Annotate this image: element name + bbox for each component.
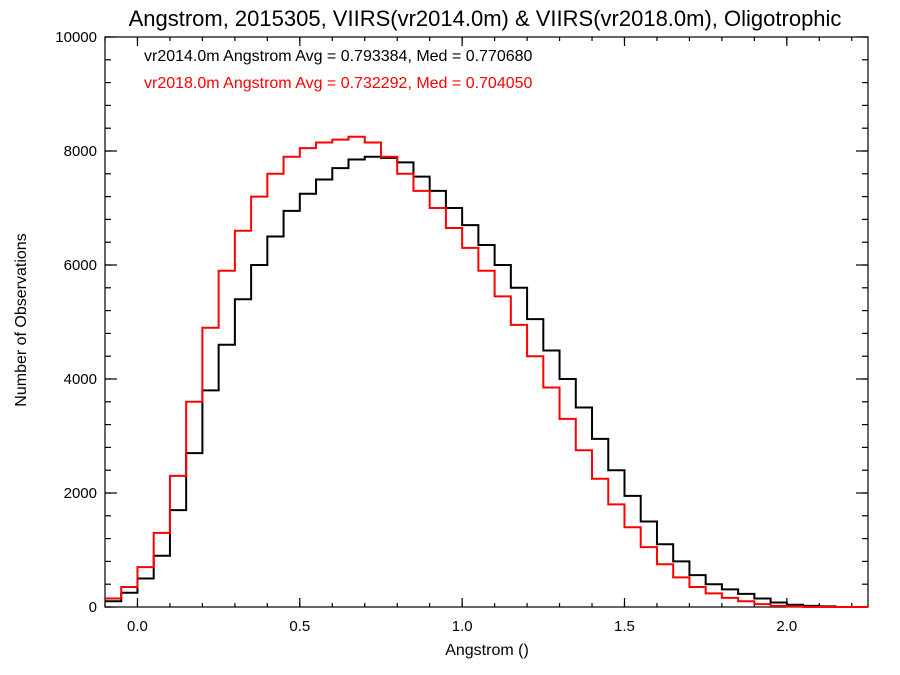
legend-entry: vr2018.0m Angstrom Avg = 0.732292, Med =…	[144, 75, 533, 92]
x-axis: 0.0 0.5 1.0 1.5 2.0	[104, 37, 853, 635]
y-tick-label: 8000	[64, 143, 97, 160]
y-axis-label: Number of Observations	[13, 233, 30, 406]
y-tick-label: 6000	[64, 257, 97, 274]
y-axis: 0 2000 4000 6000 8000 10000	[55, 29, 868, 616]
series-layer	[105, 135, 868, 608]
x-tick-label: 1.5	[614, 618, 635, 635]
series-line-vr2018-0m	[105, 135, 868, 608]
x-tick-label: 0.5	[289, 618, 310, 635]
legend-entry: vr2014.0m Angstrom Avg = 0.793384, Med =…	[144, 48, 533, 65]
y-tick-label: 2000	[64, 485, 97, 502]
series-line-vr2014-0m	[105, 155, 868, 608]
x-tick-label: 1.0	[452, 618, 473, 635]
chart-title: Angstrom, 2015305, VIIRS(vr2014.0m) & VI…	[129, 6, 842, 31]
plot-frame	[104, 36, 869, 608]
x-tick-label: 2.0	[776, 618, 797, 635]
x-axis-label: Angstrom ()	[445, 642, 529, 659]
x-tick-label: 0.0	[127, 618, 148, 635]
y-tick-label: 0	[89, 599, 97, 616]
legend: vr2014.0m Angstrom Avg = 0.793384, Med =…	[144, 48, 533, 92]
y-tick-label: 4000	[64, 371, 97, 388]
y-tick-label: 10000	[55, 29, 97, 46]
